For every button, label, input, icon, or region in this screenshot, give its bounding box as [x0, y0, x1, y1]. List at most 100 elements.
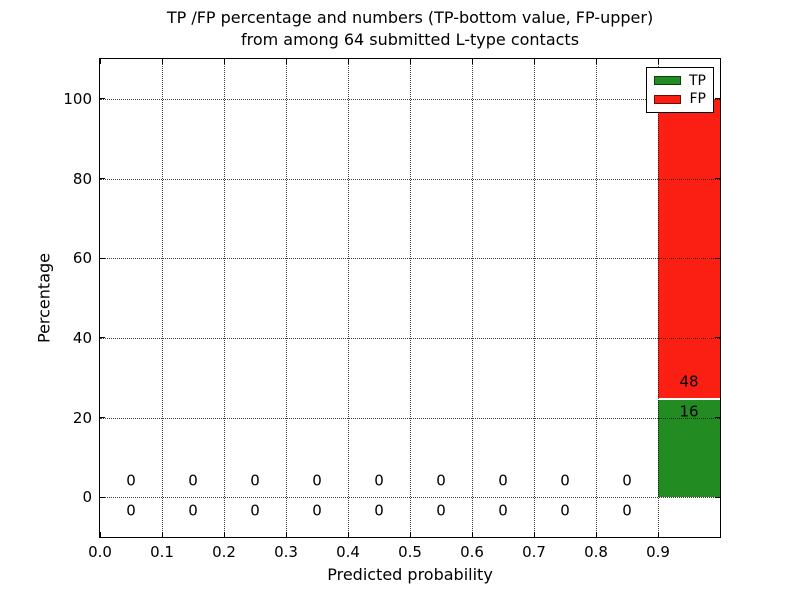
x-tick-top-0.2 [223, 59, 225, 64]
tp-count-label-bin-0: 0 [126, 501, 136, 520]
fp-count-label-bin-0: 0 [126, 471, 136, 490]
x-tick-top-0.8 [595, 59, 597, 64]
gridline-x-0.3 [286, 59, 287, 537]
x-tick-bottom-0.9 [657, 532, 659, 537]
tp-count-label-bin-3: 0 [312, 501, 322, 520]
y-tick-left-0 [100, 496, 105, 498]
y-tick-left-40 [100, 337, 105, 339]
x-tick-top-0.5 [409, 59, 411, 64]
tp-count-label-bin-8: 0 [622, 501, 632, 520]
gridline-y-100 [100, 98, 720, 100]
x-tick-label-0.7: 0.7 [522, 543, 546, 561]
y-tick-right-100 [715, 98, 720, 100]
x-tick-bottom-0.0 [99, 532, 101, 537]
x-axis-label: Predicted probability [327, 565, 493, 584]
y-tick-left-100 [100, 98, 105, 100]
y-tick-right-0 [715, 496, 720, 498]
x-tick-label-0.2: 0.2 [212, 543, 236, 561]
y-tick-left-20 [100, 417, 105, 418]
value-label-layer: 0 0 0 0 0 0 0 0 0 0 0 0 0 0 0 0 0 0 48 16 [100, 59, 720, 537]
x-tick-label-0.8: 0.8 [584, 543, 608, 561]
fp-count-label-bin-6: 0 [498, 471, 508, 490]
y-tick-label-40: 40 [72, 328, 92, 347]
fp-count-label-bin-3: 0 [312, 471, 322, 490]
gridline-x-0.8 [596, 59, 597, 537]
y-tick-label-100: 100 [63, 89, 92, 108]
gridline-x-0.9 [658, 59, 659, 537]
x-tick-label-0.0: 0.0 [88, 543, 112, 561]
tp-count-label-bin-1: 0 [188, 501, 198, 520]
x-tick-label-0.6: 0.6 [460, 543, 484, 561]
y-tick-label-0: 0 [82, 488, 92, 507]
legend-entry-tp: TP [654, 73, 706, 89]
tick-layer [99, 59, 720, 537]
grid-layer [100, 59, 720, 537]
x-tick-top-0.9 [657, 59, 659, 64]
y-tick-label-80: 80 [72, 169, 92, 188]
tp-count-label-bin-9: 16 [679, 402, 699, 421]
gridline-x-0.1 [162, 59, 163, 537]
y-tick-left-80 [100, 178, 105, 179]
x-tick-bottom-0.6 [471, 532, 473, 537]
gridline-y-0 [100, 497, 720, 499]
x-tick-top-0.1 [161, 59, 163, 64]
tp-bar-bin-9 [658, 397, 720, 498]
y-tick-right-80 [715, 178, 720, 179]
tp-count-label-bin-2: 0 [250, 501, 260, 520]
x-tick-top-0.3 [285, 59, 287, 64]
legend: TP FP [646, 67, 714, 113]
y-tick-right-60 [715, 257, 720, 259]
x-tick-label-0.3: 0.3 [274, 543, 298, 561]
gridline-x-0.2 [224, 59, 225, 537]
fp-count-label-bin-7: 0 [560, 471, 570, 490]
y-tick-right-40 [715, 337, 720, 339]
x-tick-top-0.0 [99, 59, 101, 64]
gridline-y-40 [100, 337, 720, 339]
legend-entry-fp: FP [654, 91, 706, 107]
fp-count-label-bin-4: 0 [374, 471, 384, 490]
fp-count-label-bin-9: 48 [679, 372, 699, 391]
gridline-x-0.4 [348, 59, 349, 537]
x-tick-label-0.5: 0.5 [398, 543, 422, 561]
x-tick-top-0.4 [347, 59, 349, 64]
fp-count-label-bin-2: 0 [250, 471, 260, 490]
gridline-y-20 [100, 417, 720, 419]
x-tick-top-0.6 [471, 59, 473, 64]
tp-count-label-bin-6: 0 [498, 501, 508, 520]
x-tick-bottom-0.3 [285, 532, 287, 537]
fp-count-label-bin-5: 0 [436, 471, 446, 490]
fp-count-label-bin-1: 0 [188, 471, 198, 490]
x-tick-label-0.4: 0.4 [336, 543, 360, 561]
y-tick-label-60: 60 [72, 249, 92, 268]
gridline-x-0.5 [410, 59, 411, 537]
chart-title: TP /FP percentage and numbers (TP-bottom… [166, 8, 654, 49]
x-tick-label-0.1: 0.1 [150, 543, 174, 561]
x-tick-bottom-0.2 [223, 532, 225, 537]
tp-count-label-bin-5: 0 [436, 501, 446, 520]
gridline-x-0.7 [534, 59, 535, 537]
legend-label-tp: TP [689, 72, 706, 89]
tp-count-label-bin-4: 0 [374, 501, 384, 520]
tp-swatch-icon [654, 76, 681, 86]
fp-count-label-bin-8: 0 [622, 471, 632, 490]
gridline-y-80 [100, 178, 720, 180]
x-tick-label-0.9: 0.9 [646, 543, 670, 561]
x-tick-bottom-0.5 [409, 532, 411, 537]
y-tick-right-20 [715, 417, 720, 418]
legend-label-fp: FP [689, 91, 707, 108]
x-tick-bottom-0.8 [595, 532, 597, 537]
x-tick-bottom-0.4 [347, 532, 349, 537]
x-tick-bottom-0.7 [533, 532, 535, 537]
x-tick-top-0.7 [533, 59, 535, 64]
y-tick-left-60 [100, 257, 105, 259]
fp-bar-bin-9 [658, 98, 720, 398]
gridline-x-0.6 [472, 59, 473, 537]
x-tick-bottom-0.1 [161, 532, 163, 537]
gridline-y-60 [100, 258, 720, 260]
y-tick-label-20: 20 [72, 408, 92, 427]
fp-swatch-icon [654, 94, 681, 104]
tp-count-label-bin-7: 0 [560, 501, 570, 520]
bars-layer [100, 59, 720, 537]
plot-area: 0 0 0 0 0 0 0 0 0 0 0 0 0 0 0 0 0 0 48 16 TP FP [99, 58, 721, 538]
